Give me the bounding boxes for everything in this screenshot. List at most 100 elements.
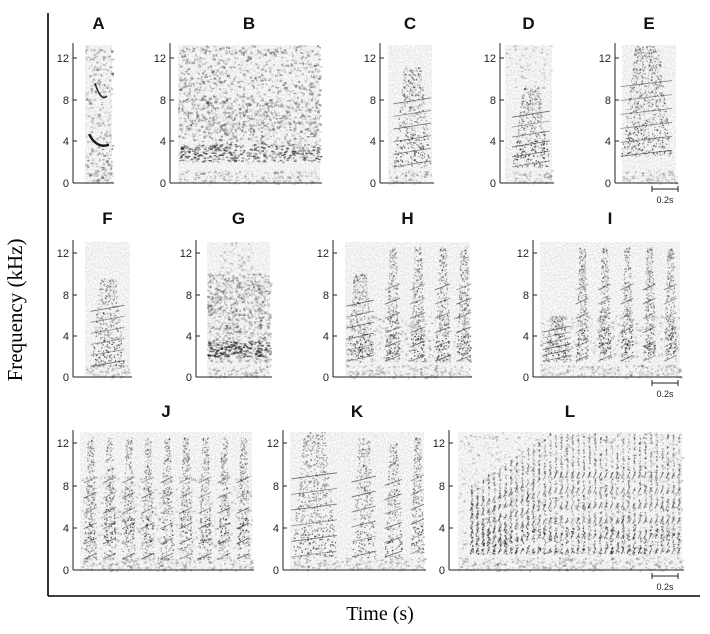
spectrogram-energy [209,182,211,186]
spectrogram-energy [246,182,249,185]
y-tick-label: 8 [605,95,611,107]
spectrogram-energy [319,66,323,68]
y-tick-label: 4 [63,136,69,148]
spectrogram-energy [311,182,313,185]
spectrogram-energy [253,182,255,186]
spectrogram-energy [111,72,114,75]
panel-letter: D [522,14,534,33]
spectrogram-energy [111,88,114,91]
spectrogram-noise [388,45,432,183]
y-tick-label: 4 [605,136,611,148]
y-tick-label: 8 [160,95,166,107]
y-tick-label: 0 [605,178,611,190]
spectrogram-energy [276,182,280,186]
spectrogram-energy [92,182,94,184]
spectrogram-energy [319,123,323,127]
spectrogram-energy [110,161,114,164]
y-tick-label: 4 [160,136,166,148]
spectrogram-energy [111,60,113,62]
spectrogram-panel-f: F 0 4 8 12 [57,209,132,384]
spectrogram-energy [85,182,87,185]
x-axis-label: Time (s) [346,603,414,625]
y-tick-label: 8 [490,95,496,107]
spectrogram-energy [273,182,276,185]
spectrogram-energy [292,182,294,185]
spectrogram-energy [319,75,322,78]
spectrogram-energy [294,182,296,186]
spectrogram-energy [111,73,114,76]
spectrogram-energy [200,182,203,185]
y-tick-label: 8 [63,95,69,107]
spectrogram-energy [111,144,115,147]
spectrogram-energy [111,58,115,61]
spectrogram-energy [97,182,100,185]
spectrogram-marks [85,242,132,380]
spectrogram-energy [318,148,322,150]
spectrogram-energy [111,50,114,52]
spectrogram-energy [193,182,196,185]
spectrogram-marks [388,45,433,186]
spectrogram-noise [85,45,112,183]
spectrogram-energy [238,182,240,185]
spectrogram-energy [319,104,322,107]
panel-letter: C [404,14,416,33]
spectrogram-energy [111,147,114,150]
spectrogram-energy [319,115,322,118]
y-tick-label: 12 [154,53,166,65]
spectrogram-energy [389,182,391,186]
y-tick-label: 8 [370,95,376,107]
spectrogram-panel-e: E 0 4 8 12 [599,14,679,190]
spectrogram-energy [111,76,114,78]
spectrogram-noise [622,45,676,183]
panel-letter: A [92,14,104,33]
spectrogram-energy [319,91,321,93]
spectrogram-energy [319,155,323,158]
y-tick-label: 12 [57,248,69,260]
y-tick-label: 12 [57,53,69,65]
spectrogram-marks [505,45,554,185]
y-tick-label: 0 [370,178,376,190]
spectrogram-energy [418,182,421,185]
spectrogram-energy [657,182,660,185]
spectrogram-energy [111,93,114,95]
y-tick-label: 12 [364,53,376,65]
spectrogram-energy [319,89,322,92]
spectrogram-noise [505,45,552,183]
spectrogram-energy [111,50,114,53]
y-tick-label: 12 [484,53,496,65]
spectrogram-energy [107,181,109,185]
y-tick-label: 12 [599,53,611,65]
spectrogram-energy [412,182,416,186]
spectrogram-energy [319,47,321,49]
spectrogram-energy [319,89,322,92]
y-tick-label: 4 [63,331,69,343]
spectrogram-energy [319,138,322,141]
y-axis-label: Frequency (kHz) [3,239,27,382]
spectrogram-energy [305,182,308,185]
y-tick-label: 0 [160,178,166,190]
spectrogram-marks [620,45,679,185]
y-tick-label: 4 [490,136,496,148]
y-tick-label: 0 [63,372,69,384]
y-tick-label: 4 [370,136,376,148]
spectrogram-energy [248,181,251,185]
y-tick-label: 0 [490,178,496,190]
panel-letter: F [102,209,112,228]
spectrogram-panel-b: B 0 4 8 12 [154,14,323,190]
spectrogram-energy [319,130,323,133]
spectrogram-marks [85,45,115,185]
spectrogram-energy [319,145,322,147]
spectrogram-panel-d: D 0 4 8 12 [484,14,554,190]
spectrogram-energy [111,73,115,75]
spectrogram-energy [111,173,114,176]
y-tick-label: 8 [63,290,69,302]
panel-letter: E [643,14,654,33]
spectrogram-marks [178,45,323,186]
spectrogram-energy [319,139,321,142]
panel-letter: B [243,14,255,33]
spectrogram-energy [274,182,277,185]
spectrogram-energy [233,182,236,185]
spectrogram-energy [110,51,114,54]
